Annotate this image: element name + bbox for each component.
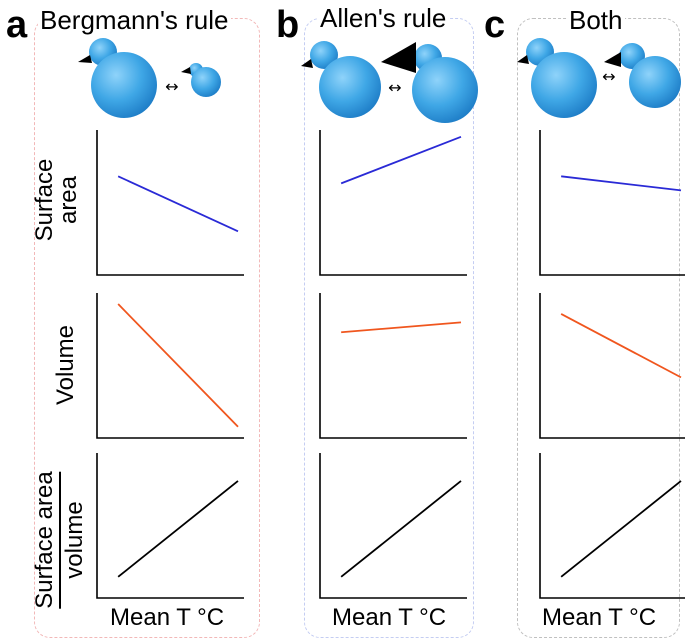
panel-b-letter: b <box>276 4 300 46</box>
trend-line-b-surface-area <box>340 135 462 185</box>
panel-c-xlabel: Mean T °C <box>542 604 657 631</box>
axes-b-ratio <box>319 453 467 599</box>
charts-group <box>96 130 685 599</box>
size-arrow-c: ↔ <box>602 67 615 86</box>
trend-line-c-surface-area <box>561 175 682 192</box>
trend-line-a-volume <box>117 303 239 428</box>
axes-a-ratio <box>96 453 244 599</box>
panel-b-title: Allen's rule <box>318 3 449 33</box>
panel-b-xlabel: Mean T °C <box>332 604 447 631</box>
trend-line-a-surface-area <box>117 175 239 233</box>
trend-line-b-ratio <box>340 480 462 578</box>
trend-line-a-ratio <box>117 480 239 578</box>
axes-a-surface-area <box>96 130 244 276</box>
trend-line-c-volume <box>560 313 682 379</box>
size-arrow-b: ↔ <box>388 78 401 97</box>
panel-a-letter: a <box>6 4 28 46</box>
panel-a-xlabel: Mean T °C <box>110 604 225 631</box>
axes-a-volume <box>96 293 244 439</box>
bird-large-c <box>517 38 597 118</box>
trend-line-b-volume <box>341 321 462 334</box>
bird-big-beak-b <box>381 42 478 123</box>
axes-b-surface-area <box>319 130 467 276</box>
panel-a-title: Bergmann's rule <box>38 5 231 35</box>
axes-c-surface-area <box>539 130 685 276</box>
bird-large-b <box>301 41 381 118</box>
panel-c-title: Both <box>567 5 625 35</box>
bird-medium-c <box>604 43 681 108</box>
axes-b-volume <box>319 293 467 439</box>
trend-line-c-ratio <box>560 480 682 578</box>
axes-c-volume <box>539 293 685 439</box>
bird-large-a <box>78 38 157 118</box>
bird-small-a <box>181 63 221 97</box>
panel-c-letter: c <box>484 4 506 46</box>
size-arrow-a: ↔ <box>165 77 178 96</box>
axes-c-ratio <box>539 453 685 599</box>
